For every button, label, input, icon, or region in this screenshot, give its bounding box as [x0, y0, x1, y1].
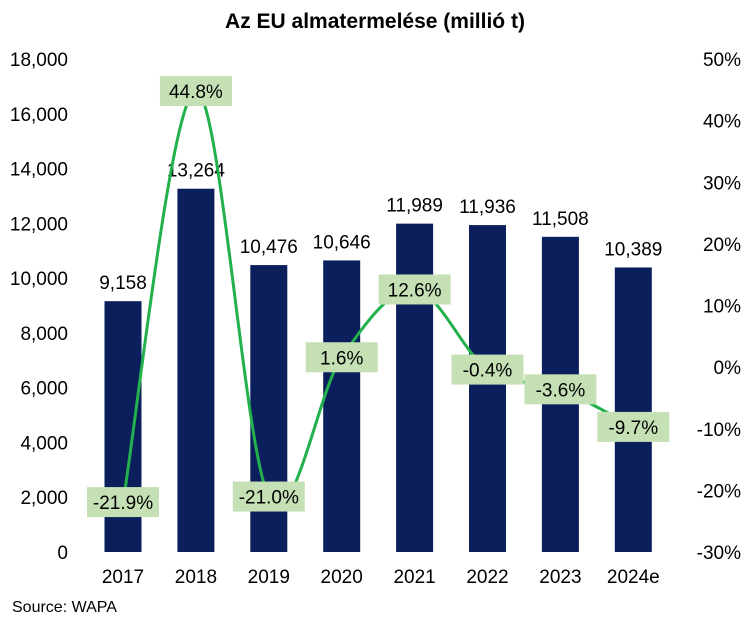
- bar-value-label: 10,476: [240, 237, 298, 258]
- bar-value-label: 11,989: [386, 196, 443, 217]
- bar: [469, 225, 506, 552]
- y-left-tick-label: 18,000: [10, 50, 68, 71]
- change-value-label: -21.9%: [93, 493, 153, 514]
- bar-value-label: 11,508: [532, 209, 589, 230]
- bar-value-label: 9,158: [99, 273, 147, 294]
- bar: [177, 188, 215, 552]
- y-right-tick-label: 10%: [703, 297, 741, 318]
- change-label-box: [87, 487, 159, 518]
- y-left-tick-label: 0: [57, 543, 68, 564]
- change-label-box: [378, 274, 451, 305]
- change-value-label: 1.6%: [320, 348, 363, 369]
- y-left-tick-label: 8,000: [20, 324, 68, 345]
- change-label-box: [597, 411, 670, 442]
- y-left-tick-label: 14,000: [10, 160, 68, 181]
- change-value-label: -9.7%: [608, 418, 658, 439]
- source-note: Source: WAPA: [12, 599, 117, 616]
- y-left-tick-label: 16,000: [10, 105, 68, 126]
- change-value-label: -21.0%: [239, 488, 299, 509]
- bar: [614, 267, 652, 552]
- y-right-tick-label: -10%: [697, 420, 741, 441]
- bar: [396, 223, 434, 552]
- y-left-tick-label: 4,000: [20, 433, 68, 454]
- y-right-tick-label: 20%: [703, 235, 741, 256]
- bar-value-label: 13,264: [167, 161, 226, 182]
- bar-value-label: 11,936: [459, 197, 516, 218]
- x-tick-label: 2021: [393, 567, 435, 588]
- change-label-box: [451, 354, 524, 385]
- change-value-label: 12.6%: [388, 280, 442, 301]
- y-right-tick-label: -30%: [697, 543, 741, 564]
- change-label-box: [232, 481, 305, 512]
- bar-value-label: 10,389: [604, 239, 662, 260]
- y-left-tick-label: 10,000: [10, 269, 68, 290]
- change-value-label: 44.8%: [169, 82, 223, 103]
- change-label-box: [524, 374, 597, 405]
- x-tick-label: 2018: [175, 567, 217, 588]
- y-right-tick-label: 40%: [703, 112, 741, 133]
- y-left-tick-label: 12,000: [10, 214, 68, 235]
- chart-title: Az EU almatermelése (millió t): [225, 10, 525, 33]
- x-tick-label: 2019: [248, 567, 290, 588]
- change-label-box: [305, 342, 378, 373]
- x-tick-label: 2022: [466, 567, 508, 588]
- x-tick-label: 2023: [539, 567, 581, 588]
- change-value-label: -0.4%: [463, 361, 513, 382]
- change-value-label: -3.6%: [536, 380, 586, 401]
- change-label-box: [159, 76, 232, 107]
- y-right-tick-label: -20%: [697, 481, 741, 502]
- y-right-tick-label: 50%: [703, 50, 741, 71]
- y-left-tick-label: 2,000: [20, 488, 68, 509]
- y-right-tick-label: 30%: [703, 173, 741, 194]
- y-left-tick-label: 6,000: [20, 379, 68, 400]
- x-tick-label: 2024e: [607, 567, 660, 588]
- bar-value-label: 10,646: [313, 232, 371, 253]
- x-tick-label: 2017: [102, 567, 144, 588]
- y-right-tick-label: 0%: [714, 358, 742, 379]
- bar: [323, 260, 361, 552]
- x-tick-label: 2020: [321, 567, 363, 588]
